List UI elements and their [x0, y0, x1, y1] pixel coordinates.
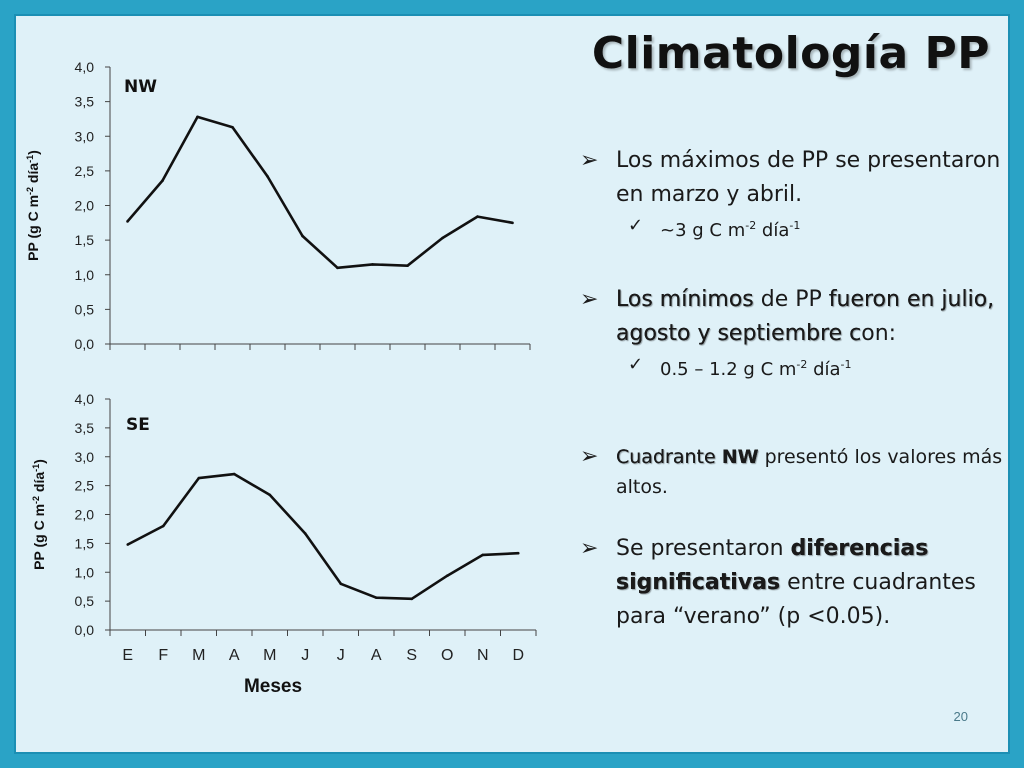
- data-point: [266, 175, 269, 178]
- y-tick-label: 4,0: [75, 59, 95, 75]
- bullet-cuadrante: ➢ Cuadrante NW presentó los valores más …: [580, 444, 1003, 498]
- data-point: [161, 524, 165, 528]
- data-point: [268, 493, 272, 497]
- data-point: [339, 582, 343, 586]
- y-tick-label: 2,5: [75, 478, 95, 494]
- y-tick-label: 1,0: [75, 267, 95, 283]
- check-icon: ✓: [628, 215, 644, 236]
- x-tick-label: M: [263, 647, 276, 664]
- data-point: [410, 597, 414, 601]
- panel-label: SE: [126, 415, 150, 435]
- charts-area: 0,0 0,5 1,0 1,5 2,0 2,5 3,0 3,5 4,0 NW PP (g C m-2…: [25, 59, 537, 697]
- y-tick-label: 0,5: [75, 593, 95, 609]
- chart-panel-nw: 0,0 0,5 1,0 1,5 2,0 2,5 3,0 3,5 4,0 NW PP (g C m-2…: [25, 59, 531, 352]
- data-point: [126, 220, 129, 223]
- y-tick-label: 1,0: [75, 564, 95, 580]
- y-tick-label: 3,5: [75, 420, 95, 436]
- bullet-minimos: ➢ Los mínimos de PP fueron en julio, ago…: [572, 283, 1024, 351]
- y-tick-label: 3,0: [75, 449, 95, 465]
- bullet-diferencias: ➢ Se presentaron diferencias significati…: [572, 532, 1024, 634]
- y-tick-label: 0,0: [75, 336, 95, 352]
- data-point: [197, 476, 201, 480]
- bullet-maximos: ➢ Los máximos de PP se presentaron en ma…: [572, 144, 1024, 212]
- slide: Climatología PP ➢ Los máximos de PP se p…: [14, 14, 1010, 754]
- x-tick-label: D: [512, 647, 524, 664]
- data-point: [481, 553, 485, 557]
- data-point: [441, 236, 444, 240]
- y-tick-label: 1,5: [75, 535, 95, 551]
- x-tick-label: M: [192, 647, 205, 664]
- panel-label: NW: [124, 77, 157, 97]
- sub-bullet-minimos-value: ✓ 0.5 – 1.2 g C m-2 día-1: [572, 351, 1024, 384]
- arrow-bullet-icon: ➢: [580, 444, 599, 469]
- data-point: [374, 596, 378, 599]
- page-number: 20: [953, 709, 968, 724]
- y-tick-label: 0,0: [75, 622, 95, 638]
- y-tick-label: 2,0: [75, 507, 95, 523]
- y-tick-label: 2,0: [75, 198, 95, 214]
- series-line: [127, 472, 519, 601]
- data-point: [336, 266, 339, 270]
- data-point: [232, 472, 236, 476]
- x-tick-label: F: [158, 647, 168, 664]
- y-tick-label: 2,5: [75, 163, 95, 179]
- bullet-list: ➢ Los máximos de PP se presentaron en ma…: [572, 144, 1024, 634]
- data-point: [161, 179, 164, 182]
- check-icon: ✓: [628, 354, 644, 375]
- data-point: [516, 551, 520, 555]
- x-tick-label: J: [337, 647, 345, 664]
- x-tick-label: S: [406, 647, 417, 664]
- data-point: [126, 543, 130, 546]
- data-point: [476, 215, 479, 218]
- data-point: [371, 263, 374, 266]
- y-tick-label: 3,5: [75, 94, 95, 110]
- x-tick-label: N: [477, 647, 489, 664]
- x-tick-label: A: [371, 647, 382, 664]
- data-point: [445, 574, 449, 578]
- data-point: [301, 234, 304, 238]
- y-tick-label: 4,0: [75, 391, 95, 407]
- data-point: [406, 264, 409, 268]
- data-point: [196, 115, 199, 119]
- sub-bullet-maximos-value: ✓ ~3 g C m-2 día-1: [572, 212, 1024, 245]
- data-point: [231, 125, 234, 129]
- data-point: [511, 221, 514, 225]
- x-tick-label: E: [122, 647, 133, 664]
- x-tick-label: A: [229, 647, 240, 664]
- data-point: [303, 532, 307, 535]
- arrow-bullet-icon: ➢: [580, 287, 599, 312]
- y-tick-label: 3,0: [75, 128, 95, 144]
- arrow-bullet-icon: ➢: [580, 148, 599, 173]
- y-axis-label: PP (g C m-2 día-1): [25, 150, 41, 261]
- arrow-bullet-icon: ➢: [580, 536, 599, 561]
- x-tick-label: O: [441, 647, 453, 664]
- series-line: [126, 115, 513, 270]
- x-axis-label: Meses: [244, 676, 302, 697]
- y-axis-label: PP (g C m-2 día-1): [31, 459, 47, 570]
- x-tick-label: J: [301, 647, 309, 664]
- y-tick-label: 0,5: [75, 301, 95, 317]
- slide-title: Climatología PP: [591, 28, 990, 79]
- y-tick-label: 1,5: [75, 232, 95, 248]
- chart-panel-se: 0,0 0,5 1,0 1,5 2,0 2,5 3,0 3,5 4,0 E F M A M J J A S O N D S…: [31, 391, 537, 697]
